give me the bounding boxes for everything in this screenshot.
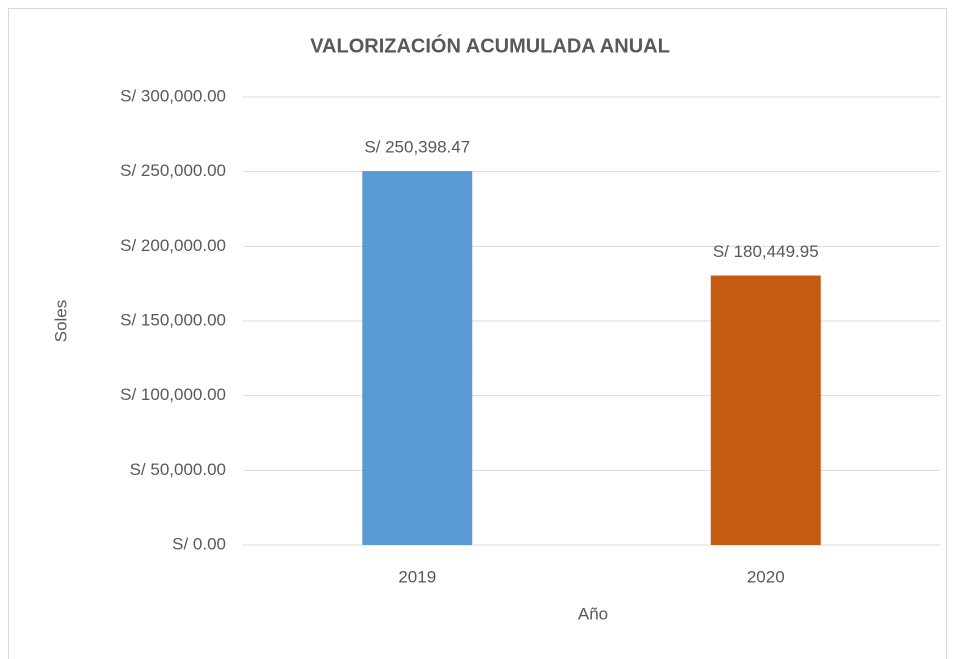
y-tick-label: S/ 100,000.00 bbox=[120, 385, 226, 404]
bar bbox=[710, 275, 821, 545]
x-tick-label: 2020 bbox=[747, 567, 785, 586]
y-axis-label: Soles bbox=[51, 300, 70, 343]
bar bbox=[362, 171, 473, 545]
chart-title: VALORIZACIÓN ACUMULADA ANUAL bbox=[310, 33, 670, 57]
y-tick-label: S/ 300,000.00 bbox=[120, 86, 226, 105]
y-tick-label: S/ 0.00 bbox=[172, 534, 226, 553]
y-tick-label: S/ 200,000.00 bbox=[120, 236, 226, 255]
x-tick-label: 2019 bbox=[398, 567, 436, 586]
y-tick-label: S/ 50,000.00 bbox=[130, 460, 226, 479]
y-tick-label: S/ 150,000.00 bbox=[120, 310, 226, 329]
y-tick-label: S/ 250,000.00 bbox=[120, 161, 226, 180]
data-label: S/ 250,398.47 bbox=[364, 138, 470, 157]
x-axis-label: Año bbox=[578, 604, 608, 623]
data-label: S/ 180,449.95 bbox=[713, 242, 819, 261]
